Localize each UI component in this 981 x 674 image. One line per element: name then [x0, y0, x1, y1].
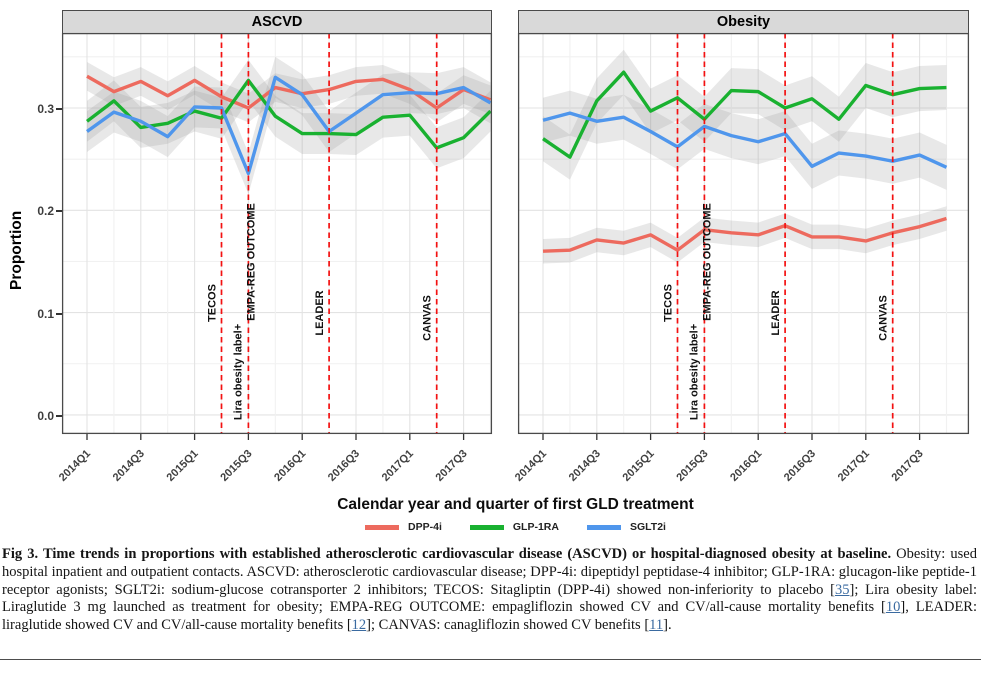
- x-tick-label: 2016Q1: [728, 448, 764, 484]
- figure-caption: Fig 3. Time trends in proportions with e…: [2, 546, 977, 635]
- event-label: TECOS: [663, 284, 675, 322]
- y-tick: [56, 313, 62, 315]
- caption-text: ]; Lira obesity label: Liraglutide 3 mg …: [2, 581, 977, 616]
- x-tick-label: 2014Q3: [567, 448, 603, 484]
- legend-swatch-sglt2i: [586, 524, 621, 530]
- x-tick-label: 2017Q1: [836, 448, 872, 484]
- x-tick-label: 2016Q3: [326, 448, 362, 484]
- panel-strip-obesity: Obesity: [518, 10, 969, 34]
- y-axis-title: Proportion: [8, 210, 25, 290]
- reference-link-35[interactable]: 35: [834, 581, 850, 598]
- x-tick-label: 2014Q3: [111, 448, 147, 484]
- obesity-plot: TECOS Lira obesity label+EMPA-REG OUTCOME…: [513, 32, 970, 484]
- legend-label-glp1ra: GLP-1RA: [512, 521, 559, 533]
- legend-swatch-glp1ra: [469, 524, 504, 530]
- x-axis-title: Calendar year and quarter of first GLD t…: [337, 496, 694, 513]
- SGLT2i-line: [86, 75, 492, 176]
- legend-label-dpp4i: DPP-4i: [408, 521, 442, 533]
- GLP-1RA-line: [85, 78, 492, 150]
- GLP-1RA-line: [542, 70, 947, 159]
- event-label: LEADER: [770, 290, 782, 335]
- event-label: CANVAS: [878, 295, 890, 341]
- legend: DPP-4i GLP-1RA SGLT2i: [62, 521, 969, 533]
- event-label: Lira obesity label+: [232, 324, 244, 420]
- x-tick-label: 2017Q1: [380, 448, 416, 484]
- legend-item-sglt2i: SGLT2i: [586, 521, 666, 533]
- reference-link-12[interactable]: 12: [351, 617, 367, 634]
- y-tick-label: 0.3: [37, 102, 54, 116]
- x-tick-label: 2017Q3: [890, 448, 926, 484]
- event-label: EMPA-REG OUTCOME: [245, 203, 257, 321]
- x-tick-label: 2016Q1: [272, 448, 308, 484]
- y-tick: [56, 108, 62, 110]
- ascvd-plot: TECOS Lira obesity label+EMPA-REG OUTCOME…: [57, 32, 493, 484]
- event-label: TECOS: [207, 284, 219, 322]
- GLP-1RA-band: [543, 49, 947, 180]
- legend-swatch-dpp4i: [365, 524, 400, 530]
- legend-item-glp1ra: GLP-1RA: [469, 521, 559, 533]
- x-tick-label: 2015Q3: [674, 448, 710, 484]
- panel-title-obesity: Obesity: [716, 14, 771, 30]
- x-tick-label: 2014Q1: [57, 448, 93, 484]
- event-label: CANVAS: [422, 295, 434, 341]
- y-tick-label: 0.1: [37, 307, 54, 321]
- y-tick-label: 0.0: [37, 409, 54, 423]
- y-tick: [56, 210, 62, 212]
- x-tick-label: 2015Q1: [621, 448, 657, 484]
- bottom-divider: [0, 659, 981, 660]
- DPP-4i-line: [542, 216, 947, 253]
- reference-link-10[interactable]: 10: [885, 599, 901, 616]
- reference-link-11[interactable]: 11: [649, 617, 664, 634]
- caption-text: Obesity: used hospital inpatient and out…: [2, 546, 977, 598]
- panel-strip-ascvd: ASCVD: [62, 10, 492, 34]
- y-tick: [56, 415, 62, 417]
- event-label: LEADER: [314, 290, 326, 335]
- caption-text: ].: [663, 617, 672, 634]
- x-tick-label: 2014Q1: [513, 448, 549, 484]
- panel-ascvd: ASCVD TECOS Lira obesity label+ EMPA-REG O…: [57, 10, 493, 503]
- caption-text: ], LEADER: liraglutide showed CV and CV/…: [2, 599, 977, 634]
- caption-title: Fig 3. Time trends in proportions with e…: [2, 546, 892, 562]
- SGLT2i-band: [87, 56, 491, 194]
- x-tick-label: 2017Q3: [434, 448, 470, 484]
- SGLT2i-line: [542, 111, 948, 169]
- event-label: Lira obesity label+: [688, 324, 700, 420]
- x-tick-label: 2015Q1: [165, 448, 201, 484]
- x-tick-label: 2016Q3: [782, 448, 818, 484]
- DPP-4i-line: [86, 74, 492, 110]
- legend-label-sglt2i: SGLT2i: [629, 521, 666, 533]
- y-tick-label: 0.2: [37, 204, 54, 218]
- panel-title-ascvd: ASCVD: [251, 14, 303, 30]
- x-tick-label: 2015Q3: [218, 448, 254, 484]
- caption-text: ]; CANVAS: canagliflozin showed CV benef…: [366, 617, 650, 634]
- event-label: EMPA-REG OUTCOME: [701, 203, 713, 321]
- legend-item-dpp4i: DPP-4i: [365, 521, 442, 533]
- GLP-1RA-band: [87, 59, 491, 169]
- panel-obesity: Obesity TECOS Lira obesity label+ EMPA-REG…: [513, 10, 970, 503]
